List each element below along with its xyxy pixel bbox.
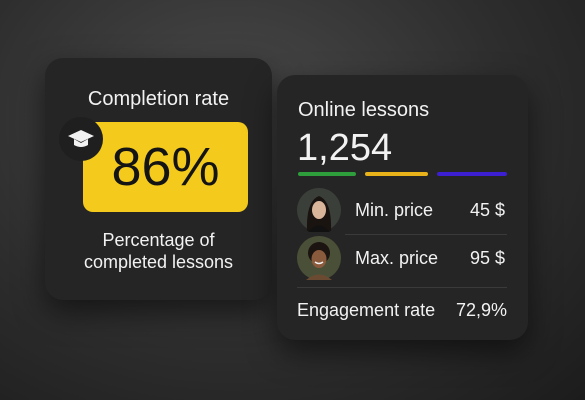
avatar [297, 236, 341, 280]
divider [345, 234, 507, 235]
completion-card: Completion rate 86% Percentage of comple… [45, 58, 272, 300]
color-bar [298, 172, 356, 176]
avatar [297, 188, 341, 232]
divider [297, 287, 507, 288]
cap-top [68, 130, 94, 142]
lesson-count: 1,254 [297, 127, 393, 169]
smile [314, 261, 324, 265]
cap-base [74, 139, 88, 147]
color-bar [437, 172, 507, 176]
lessons-card: Online lessons 1,254 Min. price 45 $ Max… [277, 75, 528, 340]
row-label: Min. price [355, 200, 434, 220]
row-value: 95 $ [469, 248, 505, 268]
row-value: 45 $ [469, 200, 505, 220]
row-label: Max. price [355, 248, 439, 268]
card-title: Completion rate [87, 88, 230, 110]
caption-line: Percentage of [102, 230, 215, 250]
engagement-value: 72,9% [455, 300, 507, 320]
graduation-icon [59, 117, 103, 161]
face [312, 201, 326, 219]
engagement-label: Engagement rate [297, 300, 436, 320]
shoulders [306, 274, 332, 280]
clothes [308, 225, 330, 232]
caption-line: completed lessons [83, 252, 234, 272]
color-bar [365, 172, 428, 176]
rate-value: 86% [83, 122, 248, 212]
face [311, 250, 327, 268]
card-title: Online lessons [298, 99, 430, 121]
